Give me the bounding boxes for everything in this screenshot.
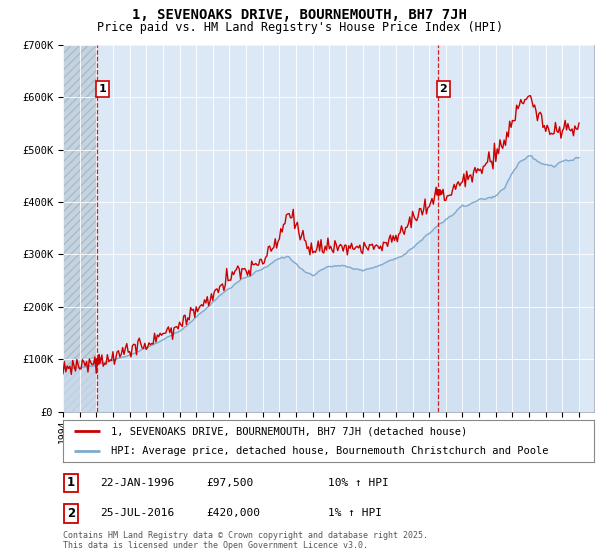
Text: 2: 2 xyxy=(440,84,448,94)
Text: 1: 1 xyxy=(98,84,106,94)
Text: 1, SEVENOAKS DRIVE, BOURNEMOUTH, BH7 7JH (detached house): 1, SEVENOAKS DRIVE, BOURNEMOUTH, BH7 7JH… xyxy=(111,426,467,436)
Text: 22-JAN-1996: 22-JAN-1996 xyxy=(100,478,175,488)
Text: 10% ↑ HPI: 10% ↑ HPI xyxy=(329,478,389,488)
Text: HPI: Average price, detached house, Bournemouth Christchurch and Poole: HPI: Average price, detached house, Bour… xyxy=(111,446,548,456)
Text: £420,000: £420,000 xyxy=(206,508,260,519)
Text: 1, SEVENOAKS DRIVE, BOURNEMOUTH, BH7 7JH: 1, SEVENOAKS DRIVE, BOURNEMOUTH, BH7 7JH xyxy=(133,8,467,22)
Text: £97,500: £97,500 xyxy=(206,478,254,488)
Text: Contains HM Land Registry data © Crown copyright and database right 2025.
This d: Contains HM Land Registry data © Crown c… xyxy=(63,531,428,550)
Text: Price paid vs. HM Land Registry's House Price Index (HPI): Price paid vs. HM Land Registry's House … xyxy=(97,21,503,34)
Text: 25-JUL-2016: 25-JUL-2016 xyxy=(100,508,175,519)
Text: 1% ↑ HPI: 1% ↑ HPI xyxy=(329,508,383,519)
Bar xyxy=(63,45,97,412)
Text: 2: 2 xyxy=(67,507,75,520)
Text: 1: 1 xyxy=(67,477,75,489)
